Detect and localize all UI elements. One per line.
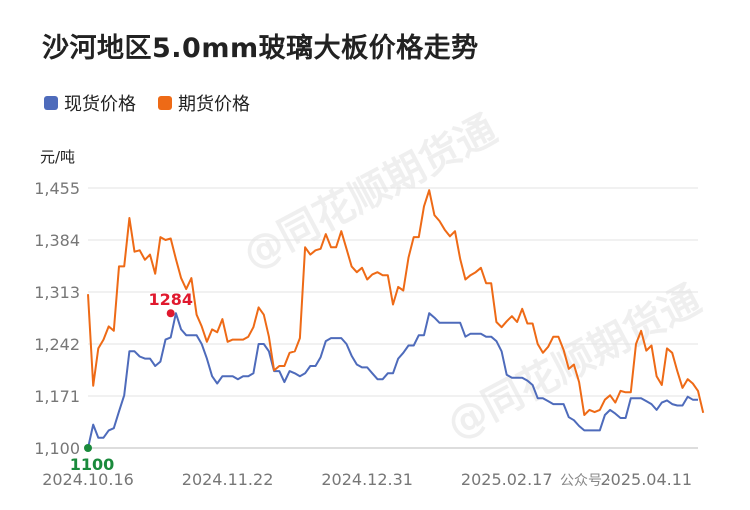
legend-swatch-spot bbox=[44, 96, 58, 110]
y-tick-label: 1,313 bbox=[34, 283, 80, 302]
min-point-marker bbox=[84, 444, 92, 452]
chart-title: 沙河地区5.0mm玻璃大板价格走势 bbox=[42, 33, 479, 64]
min-point-label: 1100 bbox=[70, 455, 115, 474]
x-tick-label: 2024.10.16 bbox=[42, 470, 134, 489]
legend-item-futures[interactable]: 期货价格 bbox=[158, 90, 250, 116]
x-axis: 2024.10.16 2024.11.22 2024.12.31 2025.02.17… bbox=[42, 470, 692, 489]
y-tick-label: 1,100 bbox=[34, 439, 80, 458]
y-axis: 1,100 1,171 1,242 1,313 1,384 1,455 bbox=[34, 179, 80, 458]
x-tick-label: 2025.02.17 bbox=[461, 470, 553, 489]
series-line-futures bbox=[87, 189, 705, 416]
legend: 现货价格 期货价格 bbox=[44, 90, 250, 116]
series-line-spot bbox=[87, 312, 698, 449]
legend-item-spot[interactable]: 现货价格 bbox=[44, 90, 136, 116]
y-tick-label: 1,384 bbox=[34, 231, 80, 250]
y-tick-label: 1,242 bbox=[34, 335, 80, 354]
legend-label-spot: 现货价格 bbox=[64, 94, 136, 115]
series-lines bbox=[87, 189, 705, 449]
footer-text: 公众号 · bbox=[560, 473, 611, 489]
legend-label-futures: 期货价格 bbox=[178, 94, 250, 115]
grid bbox=[88, 187, 698, 449]
x-tick-label: 2024.11.22 bbox=[182, 470, 274, 489]
max-point-label: 1284 bbox=[148, 290, 193, 309]
legend-swatch-futures bbox=[158, 96, 172, 110]
y-tick-label: 1,171 bbox=[34, 387, 80, 406]
x-tick-label: 2025.04.11 bbox=[601, 470, 693, 489]
x-tick-label: 2024.12.31 bbox=[321, 470, 413, 489]
annotations: 1284 1100 bbox=[70, 290, 193, 474]
y-axis-unit: 元/吨 bbox=[40, 148, 76, 166]
y-tick-label: 1,455 bbox=[34, 179, 80, 198]
max-point-marker bbox=[166, 309, 175, 318]
